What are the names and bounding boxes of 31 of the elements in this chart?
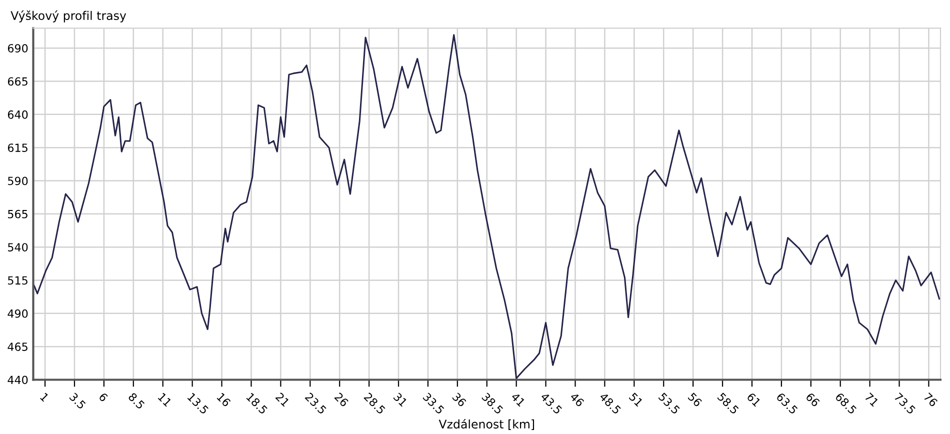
x-tick-label: 71 [864, 392, 879, 407]
y-tick-label: 465 [8, 342, 28, 351]
x-tick-label: 21 [275, 392, 290, 407]
x-tick-label: 66 [805, 392, 820, 408]
x-tick-label: 76 [923, 392, 938, 408]
y-tick-label: 515 [8, 276, 28, 285]
y-tick-label: 590 [8, 176, 28, 186]
y-tick-label: 665 [8, 77, 28, 86]
x-tick-label: 3.5 [69, 392, 86, 410]
x-tick-label: 1 [40, 392, 50, 402]
x-tick-label: 56 [688, 392, 702, 408]
x-tick-label: 61 [746, 392, 762, 407]
y-tick-label: 540 [8, 243, 28, 252]
x-axis-title: Vzdálenost [km] [438, 418, 534, 430]
x-tick-label: 51 [628, 392, 644, 407]
x-tick-label: 6 [98, 392, 108, 402]
x-tick-label: 16 [216, 392, 232, 408]
x-tick-label: 41 [510, 392, 526, 407]
x-tick-label: 26 [334, 392, 349, 408]
x-tick-label: 11 [158, 392, 172, 407]
x-tick-label: 31 [393, 392, 408, 407]
y-tick-label: 440 [8, 376, 28, 384]
y-tick-label: 490 [8, 309, 28, 318]
chart-title: Výškový profil trasy [10, 10, 126, 22]
y-tick-label: 640 [8, 110, 28, 119]
y-tick-label: 690 [8, 44, 28, 52]
x-tick-label: 36 [452, 392, 467, 408]
y-tick-label: 565 [8, 210, 28, 218]
y-tick-label: 615 [8, 144, 28, 152]
x-tick-label: 46 [570, 392, 585, 408]
x-tick-label: 8.5 [128, 392, 146, 410]
